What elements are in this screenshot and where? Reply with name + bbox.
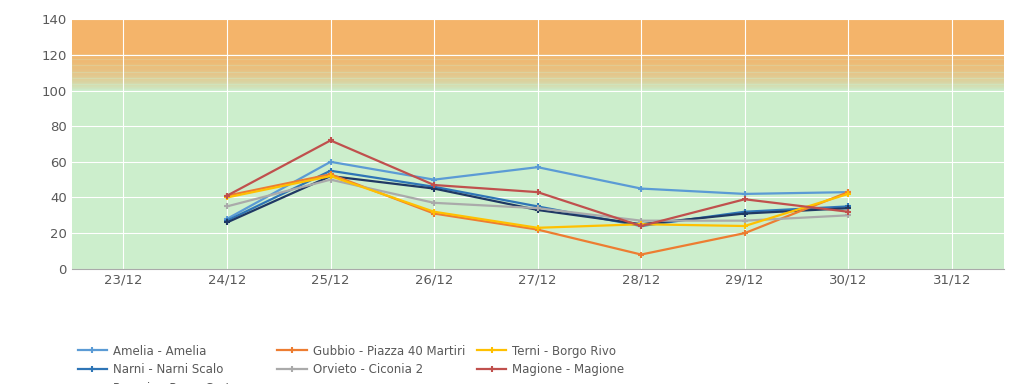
Terni - Borgo Rivo: [842, 192, 854, 196]
Amelia - Amelia: [635, 186, 647, 191]
Gubbio - Piazza 40 Martiri: [842, 190, 854, 194]
Bar: [72, 63, 1004, 65]
Amelia - Amelia: [738, 192, 751, 196]
Bar: [72, 61, 1004, 62]
Magione - Magione: [635, 224, 647, 228]
Bar: [72, 88, 1004, 89]
Bar: [72, 75, 1004, 76]
Amelia - Amelia: [325, 159, 337, 164]
Orvieto - Ciconia 2: [531, 206, 544, 210]
Terni - Borgo Rivo: [531, 225, 544, 230]
Orvieto - Ciconia 2: [842, 213, 854, 218]
Bar: [72, 58, 1004, 60]
Terni - Borgo Rivo: [738, 224, 751, 228]
Line: Narni - Narni Scalo: Narni - Narni Scalo: [223, 167, 852, 230]
Bar: [72, 60, 1004, 61]
Orvieto - Ciconia 2: [738, 218, 751, 223]
Line: Magione - Magione: Magione - Magione: [223, 137, 852, 230]
Bar: [72, 69, 1004, 70]
Bar: [72, 70, 1004, 71]
Gubbio - Piazza 40 Martiri: [221, 194, 233, 198]
Bar: [72, 82, 1004, 83]
Bar: [72, 68, 1004, 69]
Bar: [72, 73, 1004, 74]
Perugia - Parco Cortonese: [635, 222, 647, 227]
Magione - Magione: [428, 183, 440, 187]
Bar: [72, 87, 1004, 88]
Bar: [72, 67, 1004, 68]
Perugia - Parco Cortonese: [842, 206, 854, 210]
Terni - Borgo Rivo: [325, 174, 337, 179]
Bar: [72, 76, 1004, 78]
Narni - Narni Scalo: [738, 209, 751, 214]
Bar: [72, 65, 1004, 66]
Gubbio - Piazza 40 Martiri: [428, 211, 440, 216]
Line: Orvieto - Ciconia 2: Orvieto - Ciconia 2: [223, 176, 852, 224]
Perugia - Parco Cortonese: [428, 186, 440, 191]
Terni - Borgo Rivo: [635, 222, 647, 227]
Bar: [72, 79, 1004, 80]
Bar: [72, 81, 1004, 82]
Bar: [72, 80, 1004, 81]
Magione - Magione: [325, 138, 337, 143]
Magione - Magione: [221, 194, 233, 198]
Narni - Narni Scalo: [531, 204, 544, 209]
Line: Terni - Borgo Rivo: Terni - Borgo Rivo: [223, 173, 852, 231]
Gubbio - Piazza 40 Martiri: [325, 172, 337, 177]
Gubbio - Piazza 40 Martiri: [738, 231, 751, 235]
Gubbio - Piazza 40 Martiri: [531, 227, 544, 232]
Amelia - Amelia: [842, 190, 854, 194]
Magione - Magione: [531, 190, 544, 194]
Bar: [72, 74, 1004, 75]
Legend: Amelia - Amelia, Narni - Narni Scalo, Perugia - Parco Cortonese, Gubbio - Piazza: Amelia - Amelia, Narni - Narni Scalo, Pe…: [78, 344, 625, 384]
Bar: [72, 55, 1004, 269]
Bar: [72, 89, 1004, 91]
Orvieto - Ciconia 2: [221, 204, 233, 209]
Bar: [72, 0, 1004, 55]
Bar: [72, 71, 1004, 73]
Bar: [72, 62, 1004, 63]
Bar: [72, 56, 1004, 57]
Bar: [72, 66, 1004, 67]
Perugia - Parco Cortonese: [221, 220, 233, 225]
Orvieto - Ciconia 2: [325, 177, 337, 182]
Terni - Borgo Rivo: [428, 209, 440, 214]
Narni - Narni Scalo: [428, 184, 440, 189]
Bar: [72, 86, 1004, 87]
Perugia - Parco Cortonese: [325, 174, 337, 179]
Line: Gubbio - Piazza 40 Martiri: Gubbio - Piazza 40 Martiri: [223, 171, 852, 258]
Orvieto - Ciconia 2: [428, 200, 440, 205]
Bar: [72, 55, 1004, 56]
Amelia - Amelia: [428, 177, 440, 182]
Amelia - Amelia: [221, 217, 233, 221]
Amelia - Amelia: [531, 165, 544, 169]
Magione - Magione: [738, 197, 751, 202]
Perugia - Parco Cortonese: [531, 208, 544, 212]
Orvieto - Ciconia 2: [635, 218, 647, 223]
Narni - Narni Scalo: [325, 169, 337, 173]
Magione - Magione: [842, 209, 854, 214]
Perugia - Parco Cortonese: [738, 211, 751, 216]
Gubbio - Piazza 40 Martiri: [635, 252, 647, 257]
Bar: [72, 83, 1004, 84]
Bar: [72, 57, 1004, 58]
Narni - Narni Scalo: [635, 224, 647, 228]
Line: Amelia - Amelia: Amelia - Amelia: [223, 158, 852, 222]
Narni - Narni Scalo: [842, 204, 854, 209]
Terni - Borgo Rivo: [221, 195, 233, 200]
Bar: [72, 78, 1004, 79]
Line: Perugia - Parco Cortonese: Perugia - Parco Cortonese: [223, 173, 852, 228]
Narni - Narni Scalo: [221, 218, 233, 223]
Bar: [72, 84, 1004, 86]
